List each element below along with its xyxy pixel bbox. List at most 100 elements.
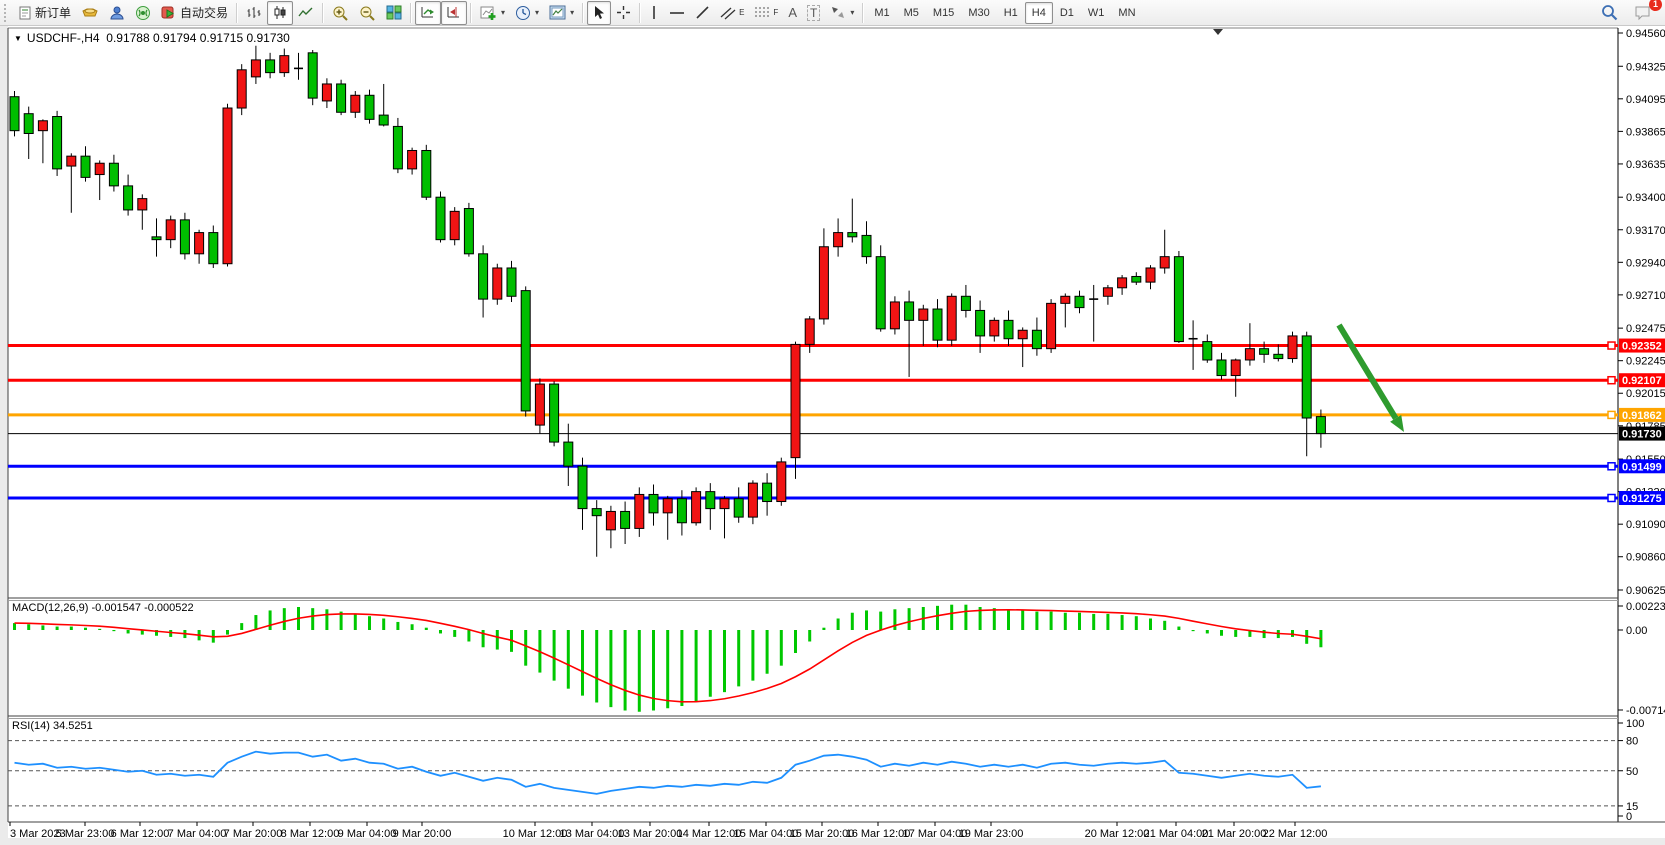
notifications-button[interactable]: 1 (1629, 0, 1662, 25)
horizontal-line-0.91275[interactable] (8, 493, 1618, 503)
trendline-tool-button[interactable] (690, 1, 715, 25)
template-icon (549, 5, 566, 20)
chart-shift-marker[interactable] (1213, 29, 1223, 35)
tab-timeframe-M1[interactable]: M1 (874, 6, 890, 19)
text-tool-button[interactable]: A (783, 1, 802, 25)
candlestick-mode-button[interactable] (267, 0, 294, 25)
toolbar-grip[interactable] (4, 3, 11, 22)
vertical-line-tool-button[interactable] (644, 1, 664, 25)
tab-timeframe-H1[interactable]: H1 (1003, 6, 1018, 19)
horizontal-line-0.92107[interactable] (8, 375, 1618, 385)
toolbar-separator (639, 2, 642, 23)
svg-text:100: 100 (1626, 718, 1644, 730)
crosshair-tool-button[interactable] (611, 1, 636, 25)
signal-broadcast-icon (135, 5, 151, 21)
price-line-label-0.92352: 0.92352 (1619, 338, 1665, 353)
svg-text:0.92107: 0.92107 (1622, 375, 1662, 387)
zoom-in-button[interactable] (327, 1, 354, 25)
macd-indicator-label: MACD(12,26,9) -0.001547 -0.000522 (12, 602, 194, 614)
auto-trading-label: 自动交易 (180, 6, 229, 20)
svg-text:7 Mar 04:00: 7 Mar 04:00 (168, 828, 227, 840)
zoom-out-icon (359, 5, 376, 21)
svg-text:9 Mar 20:00: 9 Mar 20:00 (393, 828, 452, 840)
equidistant-channel-tool-button[interactable]: E (715, 1, 749, 25)
symbol-dropdown-icon[interactable]: ▼ (14, 34, 22, 43)
new-order-button[interactable]: 新订单 (13, 1, 76, 25)
candlestick-icon (272, 5, 288, 20)
svg-text:13 Mar 04:00: 13 Mar 04:00 (560, 828, 625, 840)
symbol-period-label: USDCHF-,H4 (26, 31, 100, 45)
gold-ingot-icon (81, 6, 99, 20)
horizontal-line-0.91499[interactable] (8, 462, 1618, 471)
price-line-label-0.91499: 0.91499 (1619, 459, 1665, 474)
svg-text:80: 80 (1626, 736, 1638, 748)
price-axis: 0.94560 0.94325 0.94095 0.93865 0.93635 0.934… (1618, 28, 1665, 597)
tab-timeframe-H4[interactable]: H4 (1024, 1, 1053, 24)
price-line-label-0.91730: 0.91730 (1619, 426, 1665, 441)
svg-text:0.92475: 0.92475 (1626, 323, 1665, 335)
bar-chart-mode-button[interactable] (241, 1, 267, 25)
toolbar-separator (470, 2, 473, 23)
add-indicator-icon (480, 5, 497, 21)
quote-high: 0.91794 (153, 31, 197, 45)
indicators-button[interactable]: ▾ (475, 1, 510, 25)
auto-trading-button[interactable]: 自动交易 (156, 1, 233, 25)
tab-timeframe-D1[interactable]: D1 (1059, 6, 1074, 19)
profile-button[interactable] (104, 1, 130, 25)
search-icon (1601, 4, 1618, 21)
periods-button[interactable]: ▾ (510, 1, 544, 25)
clock-icon (515, 5, 531, 21)
horizontal-line-icon (669, 8, 685, 18)
chart-shift-button[interactable] (441, 0, 468, 25)
tab-timeframe-M5[interactable]: M5 (903, 6, 919, 19)
fibonacci-tool-button[interactable]: F (749, 1, 783, 25)
tab-timeframe-M30[interactable]: M30 (968, 6, 990, 19)
line-chart-icon (298, 5, 314, 20)
svg-text:0.94095: 0.94095 (1626, 94, 1665, 106)
toolbar-separator (236, 2, 239, 23)
tile-windows-button[interactable] (381, 1, 407, 25)
window-left-edge (0, 26, 8, 845)
svg-text:3 Mar 2023: 3 Mar 2023 (10, 828, 66, 840)
chevron-down-icon: ▾ (850, 8, 855, 17)
horizontal-line-tool-button[interactable] (664, 1, 690, 25)
auto-trading-icon (161, 5, 177, 20)
crosshair-icon (616, 5, 631, 20)
macd-current-values: -0.001547 -0.000522 (91, 602, 194, 614)
tab-timeframe-W1[interactable]: W1 (1087, 6, 1105, 19)
svg-text:0.92710: 0.92710 (1626, 290, 1665, 302)
search-button[interactable] (1596, 1, 1623, 25)
zoom-out-button[interactable] (354, 1, 381, 25)
svg-text:10 Mar 12:00: 10 Mar 12:00 (503, 828, 568, 840)
horizontal-line-0.91862[interactable] (8, 410, 1618, 420)
trend-arrow-annotation[interactable] (1336, 323, 1404, 432)
svg-text:0.93865: 0.93865 (1626, 126, 1665, 138)
svg-text:13 Mar 20:00: 13 Mar 20:00 (618, 828, 683, 840)
quote-close: 0.91730 (246, 31, 290, 45)
svg-text:7 Mar 20:00: 7 Mar 20:00 (224, 828, 283, 840)
price-chart-canvas[interactable]: 0.94560 0.94325 0.94095 0.93865 0.93635 0.934… (0, 26, 1665, 845)
text-label-tool-button[interactable]: T (802, 1, 825, 25)
tab-timeframe-M15[interactable]: M15 (932, 6, 955, 19)
toolbar-separator (862, 2, 865, 23)
cursor-tool-button[interactable] (587, 0, 612, 25)
cursor-arrow-icon (592, 5, 606, 20)
line-chart-mode-button[interactable] (293, 1, 319, 25)
tab-timeframe-MN[interactable]: MN (1118, 6, 1136, 19)
svg-text:16 Mar 12:00: 16 Mar 12:00 (846, 828, 911, 840)
svg-text:15 Mar 20:00: 15 Mar 20:00 (790, 828, 855, 840)
svg-text:21 Mar 20:00: 21 Mar 20:00 (1202, 828, 1267, 840)
svg-text:6 Mar 12:00: 6 Mar 12:00 (111, 828, 170, 840)
vertical-line-icon (649, 5, 659, 20)
auto-scroll-button[interactable] (415, 0, 442, 25)
templates-button[interactable]: ▾ (544, 1, 579, 25)
svg-text:50: 50 (1626, 766, 1638, 778)
signals-button[interactable] (130, 1, 156, 25)
svg-text:22 Mar 12:00: 22 Mar 12:00 (1263, 828, 1328, 840)
chart-title: ▼ USDCHF-,H4 0.91788 0.91794 0.91715 0.91… (14, 31, 290, 45)
text-tool-icon: A (788, 5, 797, 20)
macd-signal-line (14, 608, 1322, 703)
deposit-button[interactable] (76, 1, 104, 25)
arrows-tool-button[interactable]: ▾ (825, 1, 859, 25)
svg-text:0.91275: 0.91275 (1622, 493, 1662, 505)
